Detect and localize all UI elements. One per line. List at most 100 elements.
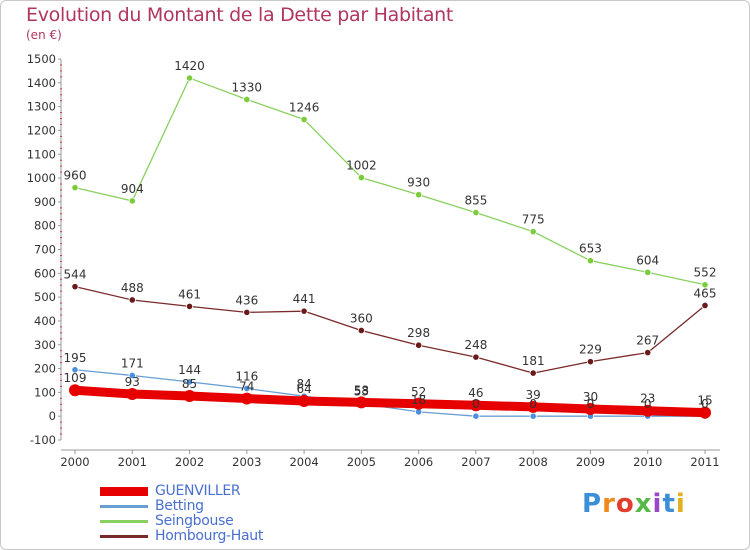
data-label: 461	[178, 287, 201, 301]
data-label: 52	[411, 385, 426, 399]
data-label: 85	[182, 377, 197, 391]
y-tick-label: 1500	[27, 52, 56, 66]
data-label: 1420	[174, 59, 205, 73]
data-label: 360	[350, 311, 373, 325]
x-tick-label: 2006	[404, 455, 433, 469]
legend-swatch-seingbouse	[100, 520, 148, 523]
logo-letter: r	[602, 489, 616, 519]
data-point	[415, 191, 423, 199]
data-point	[586, 257, 595, 265]
data-point	[185, 378, 194, 386]
data-point	[243, 308, 251, 316]
data-point	[469, 399, 482, 412]
legend-label-guenviller: GUENVILLER	[155, 483, 241, 499]
data-point	[298, 394, 311, 407]
data-point	[472, 412, 480, 420]
data-label: 181	[522, 354, 545, 368]
axes: -100010020030040050060070080090010001100…	[27, 52, 720, 469]
data-point	[69, 384, 81, 397]
data-point	[126, 388, 139, 401]
y-tick-label: 600	[34, 266, 56, 280]
data-point	[183, 389, 196, 402]
data-label: 298	[407, 326, 430, 340]
y-tick-label: -100	[30, 433, 56, 447]
proxiti-logo: Proxiti	[582, 489, 686, 519]
data-point	[240, 392, 253, 405]
series-line	[74, 369, 706, 417]
y-tick-label: 1400	[27, 76, 56, 90]
data-label: 229	[579, 343, 602, 357]
data-point	[699, 406, 711, 419]
data-label: 46	[468, 386, 483, 400]
data-label: 0	[701, 397, 709, 411]
data-point	[71, 283, 79, 291]
legend-label-seingbouse: Seingbouse	[155, 513, 234, 529]
data-label: 604	[636, 253, 659, 267]
data-label: 904	[121, 182, 144, 196]
data-label: 488	[121, 281, 144, 295]
data-label: 53	[354, 385, 369, 399]
data-point	[701, 301, 709, 310]
data-point	[185, 74, 194, 82]
logo-letter: i	[675, 489, 686, 519]
x-tick-label: 2002	[175, 455, 204, 469]
x-tick-label: 2005	[347, 455, 376, 469]
data-label: 0	[529, 397, 537, 411]
data-point	[357, 173, 365, 182]
y-tick-label: 900	[34, 195, 56, 209]
x-tick-label: 2011	[690, 455, 719, 469]
data-label: 84	[296, 377, 311, 391]
data-point	[71, 366, 79, 374]
data-point	[641, 404, 654, 417]
y-tick-label: 400	[34, 314, 56, 328]
data-point	[355, 396, 368, 409]
chart-title: Evolution du Montant de la Dette par Hab…	[26, 4, 454, 26]
x-tick-label: 2010	[633, 455, 662, 469]
series-line	[74, 285, 706, 374]
data-label: 552	[694, 266, 717, 280]
y-tick-label: 1200	[27, 123, 56, 137]
y-tick-label: 0	[49, 409, 56, 423]
data-point	[529, 369, 537, 377]
x-tick-label: 2007	[461, 455, 490, 469]
data-label: 775	[522, 213, 545, 227]
data-label: 18	[411, 393, 426, 407]
data-label: 267	[636, 334, 659, 348]
legend-label-hombourg-haut: Hombourg-Haut	[155, 528, 264, 544]
data-label: 39	[526, 388, 541, 402]
data-point	[300, 115, 308, 124]
data-label: 0	[472, 397, 480, 411]
x-tick-label: 2003	[232, 455, 261, 469]
data-point	[527, 400, 540, 413]
data-label: 109	[64, 371, 87, 385]
point-labels: 109 93 85 74 64 58 52 46 39 30 23 15 195 171 144 116 84 5…	[64, 59, 717, 411]
logo-letter: t	[662, 489, 676, 519]
data-label: 960	[64, 169, 87, 183]
logo-letter: x	[634, 489, 653, 519]
y-tick-label: 1100	[27, 147, 56, 161]
chart-subtitle: (en €)	[26, 28, 62, 42]
logo-letter: o	[615, 489, 635, 519]
data-label: 1246	[289, 100, 320, 114]
data-point	[128, 296, 136, 304]
y-tick-label: 800	[34, 219, 56, 233]
data-label: 544	[64, 268, 87, 282]
data-label: 30	[583, 390, 598, 404]
data-label: 144	[178, 363, 201, 377]
data-label: 93	[125, 375, 140, 389]
data-label: 441	[293, 292, 316, 306]
legend-swatch-betting	[100, 505, 148, 508]
data-label: 653	[579, 242, 602, 256]
legend-swatch-guenviller	[100, 487, 148, 496]
x-tick-label: 2004	[289, 455, 318, 469]
data-point	[415, 341, 423, 349]
y-tick-label: 1300	[27, 100, 56, 114]
logo-letter: i	[652, 489, 663, 519]
data-point	[529, 412, 537, 420]
data-label: 1330	[232, 80, 263, 94]
data-label: 171	[121, 356, 144, 370]
data-label: 0	[587, 397, 595, 411]
legend-label-betting: Betting	[155, 498, 204, 514]
x-tick-label: 2000	[60, 455, 89, 469]
